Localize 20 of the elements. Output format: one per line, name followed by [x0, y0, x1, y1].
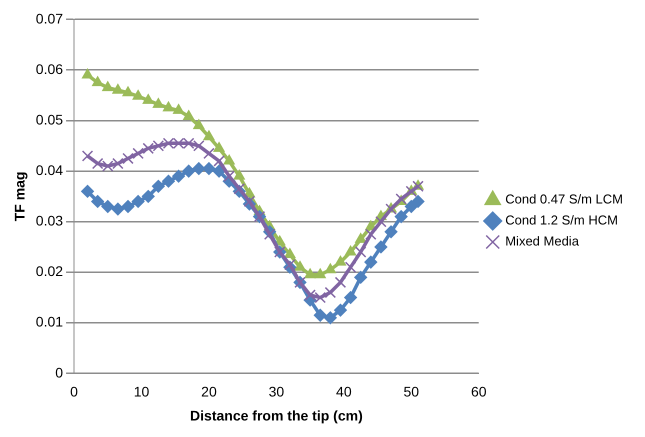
x-tick-label: 60 — [470, 384, 487, 400]
x-tick-label: 10 — [134, 384, 150, 400]
legend-label: Cond 0.47 S/m LCM — [505, 192, 624, 207]
y-tick-label: 0 — [55, 364, 64, 380]
x-tick-label: 30 — [268, 384, 284, 400]
y-tick-label: 0.05 — [36, 111, 64, 128]
y-tick-label: 0.04 — [36, 162, 64, 178]
y-tick-label: 0.06 — [36, 60, 64, 77]
y-axis-title: TF mag — [11, 172, 28, 222]
y-tick-label: 0.01 — [36, 314, 64, 330]
y-tick-label: 0.07 — [36, 10, 64, 26]
x-tick-label: 50 — [403, 384, 420, 400]
x-tick-label: 0 — [70, 384, 78, 400]
y-tick-label: 0.02 — [36, 263, 64, 280]
y-tick-label: 0.03 — [36, 212, 64, 229]
x-axis-title: Distance from the tip (cm) — [190, 407, 363, 424]
legend-label: Mixed Media — [505, 234, 580, 249]
legend-label: Cond 1.2 S/m HCM — [505, 212, 618, 228]
x-tick-label: 20 — [201, 384, 217, 400]
x-tick-label: 40 — [336, 384, 352, 400]
